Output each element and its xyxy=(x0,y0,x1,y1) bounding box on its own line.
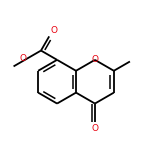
Text: O: O xyxy=(19,54,26,63)
Text: O: O xyxy=(91,55,98,64)
Text: O: O xyxy=(50,26,57,35)
Text: O: O xyxy=(91,124,98,133)
